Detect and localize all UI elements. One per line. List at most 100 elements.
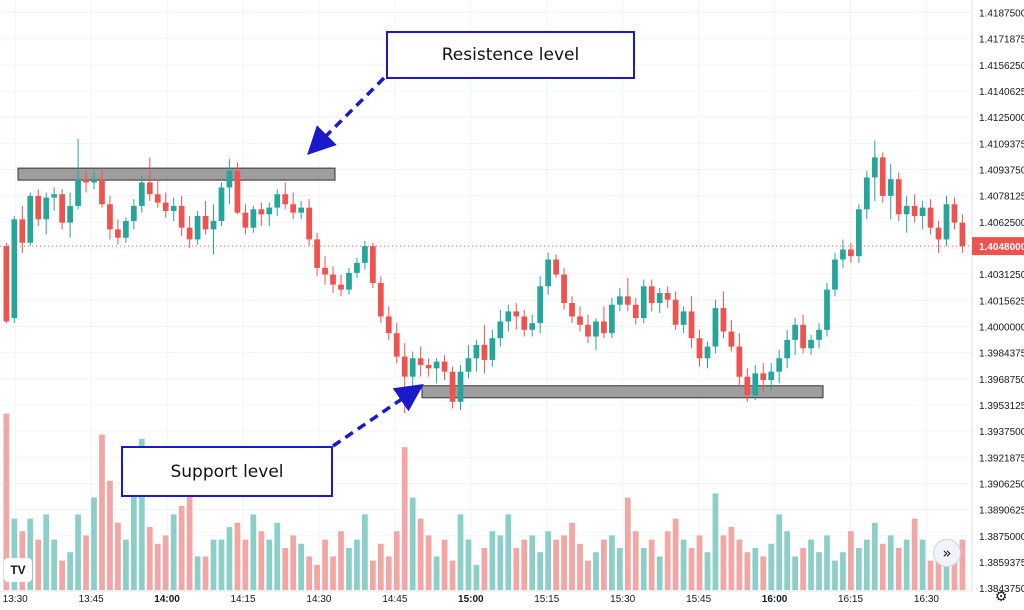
volume-bar <box>848 531 854 590</box>
volume-bar <box>593 552 599 590</box>
volume-bar <box>162 535 169 590</box>
candle-body <box>449 371 456 402</box>
candle-body <box>672 299 679 325</box>
candle-body <box>744 376 751 396</box>
candle-body <box>298 207 305 213</box>
candle-body <box>800 324 806 349</box>
price-tick-label: 1.4093750 <box>979 166 1024 177</box>
candle-body <box>457 371 464 402</box>
candle-body <box>648 286 655 304</box>
volume-bar <box>585 560 591 590</box>
candle-body <box>609 304 615 334</box>
candle-body <box>146 182 153 195</box>
volume-bar <box>776 514 783 590</box>
candle-body <box>497 321 504 339</box>
price-tick-label: 1.3875000 <box>979 532 1024 543</box>
candle-body <box>553 259 559 275</box>
volume-bar <box>824 535 830 590</box>
candle-body <box>377 282 384 317</box>
candle-body <box>322 267 328 275</box>
volume-bar <box>696 535 703 590</box>
price-tick-label: 1.4171875 <box>979 35 1024 46</box>
volume-bar <box>832 560 838 590</box>
candle-body <box>895 179 902 215</box>
candle-body <box>433 361 440 369</box>
candle-body <box>409 358 416 377</box>
price-tick-label: 1.3890625 <box>979 506 1024 517</box>
candle-body <box>194 215 201 240</box>
candle-body <box>473 344 480 359</box>
volume-bar <box>194 556 201 590</box>
candle-body <box>712 308 719 347</box>
time-tick-label: 15:15 <box>534 594 559 605</box>
candle-body <box>935 227 942 240</box>
volume-bar <box>146 527 153 590</box>
volume-bar <box>218 539 225 590</box>
candle-body <box>696 338 703 359</box>
volume-bar <box>680 539 687 590</box>
candle-body <box>911 205 918 216</box>
candle-body <box>91 179 97 183</box>
volume-bar <box>43 514 50 590</box>
time-tick-label: 15:00 <box>458 594 484 605</box>
candle-body <box>441 361 448 372</box>
volume-bar <box>640 548 647 590</box>
candle-body <box>417 358 424 365</box>
volume-bar <box>664 531 671 590</box>
gear-icon[interactable]: ⚙ <box>994 589 1008 605</box>
candle-body <box>465 358 472 372</box>
candle-body <box>840 249 846 260</box>
volume-bar <box>75 514 81 590</box>
candle-body <box>186 227 193 240</box>
candle-body <box>640 286 647 319</box>
volume-bar <box>816 552 822 590</box>
candle-body <box>369 246 376 283</box>
time-tick-label: 14:30 <box>306 594 331 605</box>
volume-bar <box>91 497 97 590</box>
candle-body <box>704 346 711 359</box>
current-price-tag <box>972 237 1024 256</box>
volume-bar <box>497 535 504 590</box>
volume-bar <box>481 548 488 590</box>
volume-bar <box>186 476 193 590</box>
volume-bar <box>911 518 918 590</box>
candle-body <box>569 303 575 317</box>
candle-body <box>561 274 567 304</box>
volume-bar <box>959 539 966 590</box>
resistance-label-box: Resistence level <box>386 31 635 79</box>
candle-body <box>202 215 209 230</box>
volume-bar <box>130 485 137 590</box>
candle-body <box>855 209 862 257</box>
volume-bar <box>561 535 567 590</box>
candle-body <box>792 324 798 340</box>
volume-bar <box>800 548 806 590</box>
tradingview-logo[interactable]: TV <box>4 558 32 582</box>
volume-bar <box>99 434 105 590</box>
candle-body <box>760 373 767 381</box>
volume-bar <box>3 413 10 590</box>
candle-body <box>736 346 743 377</box>
candle-body <box>67 205 73 223</box>
scroll-to-realtime-button[interactable]: » <box>933 539 961 567</box>
volume-bar <box>951 556 958 590</box>
price-tick-label: 1.3984375 <box>979 349 1024 360</box>
volume-bar <box>298 543 305 590</box>
time-tick-label: 15:45 <box>686 594 711 605</box>
candle-body <box>664 292 671 300</box>
time-tick-label: 14:15 <box>230 594 255 605</box>
candle-body <box>170 205 177 211</box>
volume-bar <box>712 493 719 590</box>
candle-body <box>290 204 297 213</box>
candle-body <box>816 329 822 340</box>
candle-body <box>362 246 368 263</box>
candle-body <box>242 212 249 228</box>
candle-body <box>218 187 225 221</box>
volume-bar <box>242 539 249 590</box>
candle-body <box>393 333 400 357</box>
price-tick-label: 1.3906250 <box>979 479 1024 490</box>
volume-bar <box>314 564 320 590</box>
candle-body <box>481 344 488 360</box>
volume-bar <box>107 480 113 590</box>
